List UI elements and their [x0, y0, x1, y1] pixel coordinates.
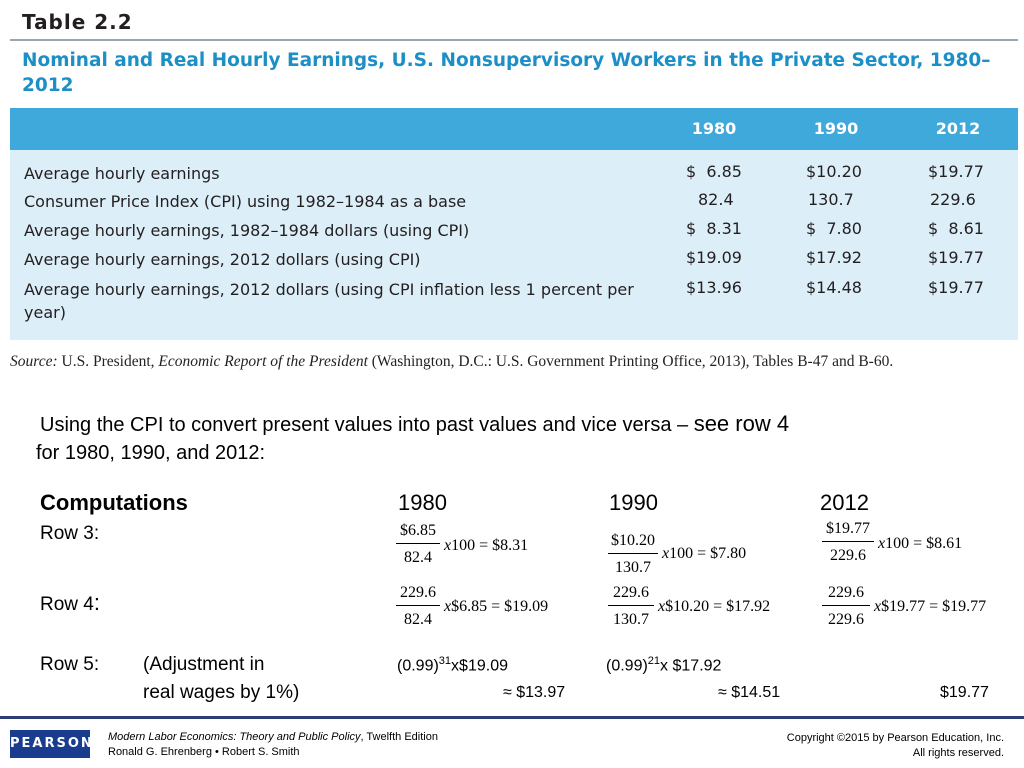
year-1990: 1990 — [609, 490, 658, 515]
table-cell: 229.6 — [930, 190, 976, 209]
row5-result-2012: $19.77 — [940, 684, 989, 701]
intro-emphasis: see row 4 — [693, 411, 790, 436]
copyright-line: Copyright ©2015 by Pearson Education, In… — [786, 732, 1004, 744]
table-cell: $19.09 — [686, 248, 742, 267]
rights-line: All rights reserved. — [912, 747, 1004, 759]
formula-tail: x$19.09 — [451, 657, 508, 675]
row-label: Consumer Price Index (CPI) using 1982–19… — [24, 192, 467, 211]
book-citation: Modern Labor Economics: Theory and Publi… — [108, 730, 438, 760]
table-cell: $19.77 — [928, 278, 984, 297]
row4-label-text: Row 4 — [40, 594, 94, 615]
pearson-logo: PEARSON — [10, 730, 92, 758]
book-title: Modern Labor Economics: Theory and Publi… — [108, 731, 361, 743]
column-header-2012: 2012 — [935, 119, 981, 138]
intro-text: Using the CPI to convert present values … — [36, 410, 1010, 467]
year-2012: 2012 — [820, 490, 869, 515]
intro-part: Using the CPI to convert present values … — [40, 414, 694, 436]
copyright-notice: Copyright ©2015 by Pearson Education, In… — [787, 731, 1004, 761]
formula-exponent: 21 — [647, 655, 661, 667]
row-label: Average hourly earnings, 2012 dollars (u… — [24, 250, 421, 269]
row5-formula-1980: (0.99)31x$19.09 — [397, 655, 508, 675]
denominator: 229.6 — [828, 611, 864, 628]
multiply-sign: x — [878, 535, 886, 552]
row5-formula-1990: (0.99)21x $17.92 — [606, 655, 721, 675]
row5-label: Row 5: — [40, 654, 100, 675]
formula-result: 100 = $7.80 — [669, 545, 747, 562]
table-cell: $ 7.80 — [806, 219, 862, 238]
table-cell: $17.92 — [806, 248, 862, 267]
table-body — [10, 150, 1018, 340]
table-cell: $19.77 — [928, 248, 984, 267]
numerator: $19.77 — [826, 520, 870, 537]
table-source: Source: U.S. President, Economic Report … — [10, 352, 1020, 372]
year-1980: 1980 — [398, 490, 447, 515]
formula-exponent: 31 — [438, 655, 452, 667]
table-cell: $19.77 — [928, 162, 984, 181]
formula-base: (0.99) — [397, 657, 439, 675]
row3-label: Row 3: — [40, 523, 100, 544]
source-report-title: Economic Report of the President — [158, 353, 368, 370]
numerator: 229.6 — [828, 584, 864, 601]
row5-note-line1: (Adjustment in — [143, 654, 265, 675]
formula-result: $6.85 = $19.09 — [451, 598, 549, 615]
numerator: $10.20 — [611, 532, 655, 549]
multiply-sign: x — [658, 598, 666, 615]
column-header-1990: 1990 — [813, 119, 859, 138]
row4-label: Row 4: — [40, 590, 100, 616]
table-cell: $ 6.85 — [686, 162, 742, 181]
row5-result-1990: ≈ $14.51 — [718, 684, 781, 701]
formula-result: $10.20 = $17.92 — [665, 598, 771, 615]
multiply-sign: x — [444, 598, 452, 615]
footer-divider — [0, 716, 1024, 719]
table-title: Nominal and Real Hourly Earnings, U.S. N… — [22, 50, 991, 96]
row5-note-line2: real wages by 1%) — [143, 682, 300, 703]
table-cell: $ 8.61 — [928, 219, 984, 238]
computations-heading: Computations — [40, 490, 188, 515]
denominator: 130.7 — [615, 559, 651, 576]
table-cell: $ 8.31 — [686, 219, 742, 238]
table-cell: $14.48 — [806, 278, 862, 297]
book-edition: , Twelfth Edition — [360, 731, 438, 743]
numerator: 229.6 — [400, 584, 436, 601]
formula-base: (0.99) — [606, 657, 648, 675]
table-header-band — [10, 108, 1018, 150]
row5-result-1980: ≈ $13.97 — [503, 684, 566, 701]
row4-colon: : — [93, 590, 100, 615]
row-label: Average hourly earnings, 1982–1984 dolla… — [24, 221, 470, 240]
book-authors: Ronald G. Ehrenberg • Robert S. Smith — [108, 746, 300, 758]
formula-result: $19.77 = $19.77 — [881, 598, 987, 615]
denominator: 82.4 — [404, 549, 432, 566]
table-cell: $13.96 — [686, 278, 742, 297]
numerator: 229.6 — [613, 584, 649, 601]
row-label: Average hourly earnings — [24, 164, 220, 183]
intro-part: for 1980, 1990, and 2012: — [36, 442, 266, 464]
table-cell: 130.7 — [808, 190, 854, 209]
table-cell: 82.4 — [698, 190, 734, 209]
table-label: Table 2.2 — [22, 10, 133, 34]
denominator: 82.4 — [404, 611, 432, 628]
top-divider — [10, 39, 1018, 41]
denominator: 229.6 — [830, 547, 866, 564]
numerator: $6.85 — [400, 522, 436, 539]
table-cell: $10.20 — [806, 162, 862, 181]
formula-result: 100 = $8.61 — [885, 535, 963, 552]
denominator: 130.7 — [613, 611, 649, 628]
formula-result: 100 = $8.31 — [451, 537, 529, 554]
multiply-sign: x — [662, 545, 670, 562]
source-text: U.S. President, — [57, 353, 159, 370]
column-header-1980: 1980 — [691, 119, 737, 138]
formula-tail: x $17.92 — [660, 657, 722, 675]
row-label: Average hourly earnings, 2012 dollars (u… — [24, 280, 634, 322]
source-prefix: Source: — [10, 353, 58, 370]
multiply-sign: x — [444, 537, 452, 554]
source-text: (Washington, D.C.: U.S. Government Print… — [367, 353, 894, 370]
multiply-sign: x — [874, 598, 882, 615]
